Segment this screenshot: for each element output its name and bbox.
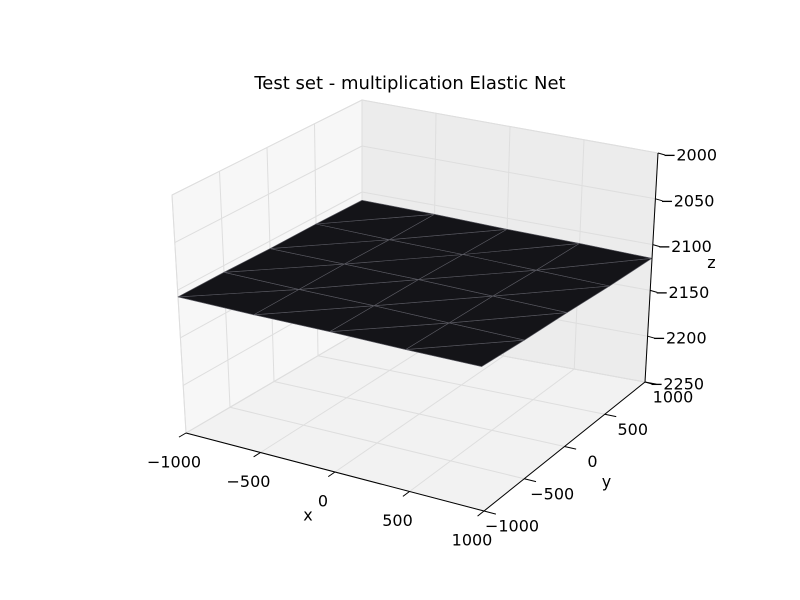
y-axis-label: y: [602, 472, 611, 491]
surface-facet: [315, 200, 435, 225]
z-tick-label: −2050: [660, 191, 714, 210]
y-tick-label: −500: [530, 484, 574, 503]
z-axis-line: [644, 152, 659, 383]
tick-mark: [657, 152, 666, 156]
tick-mark: [604, 413, 617, 418]
grid-line: [361, 191, 653, 246]
z-axis-label: z: [707, 253, 715, 272]
grid-line: [361, 99, 659, 154]
surface-facet: [389, 214, 508, 240]
y-tick-label: 500: [617, 420, 648, 439]
z-tick-label: −2150: [655, 283, 709, 302]
grid-line: [185, 329, 363, 434]
x-tick-label: −500: [227, 472, 271, 491]
grid-line: [273, 381, 565, 447]
grid-line: [361, 145, 656, 200]
chart-title: Test set - multiplication Elastic Net: [253, 73, 565, 94]
tick-mark: [327, 471, 336, 478]
tick-mark: [655, 198, 663, 202]
tick-mark: [647, 335, 655, 339]
tick-mark: [402, 491, 410, 497]
tick-mark: [650, 289, 658, 293]
tick-mark: [524, 478, 537, 483]
tick-mark: [178, 432, 187, 438]
y-tick-label: 1000: [653, 388, 694, 407]
x-tick-label: 0: [318, 492, 328, 511]
surface-facet: [535, 243, 653, 271]
grid-line: [171, 99, 363, 196]
grid-line: [171, 194, 187, 434]
grid-line: [177, 191, 363, 291]
z-tick-label: −2000: [663, 146, 717, 165]
tick-mark: [644, 381, 653, 385]
grid-line: [317, 355, 605, 415]
z-tick-label: −2250: [650, 375, 704, 394]
y-tick-label: −1000: [485, 517, 539, 536]
x-axis-label: x: [303, 506, 312, 525]
z-tick-label: −2200: [653, 329, 707, 348]
x-tick-label: 1000: [452, 531, 493, 550]
surface-facet: [462, 229, 580, 255]
tick-mark: [483, 510, 497, 515]
tick-mark: [652, 244, 660, 248]
x-tick-label: −1000: [147, 453, 201, 472]
tick-mark: [477, 510, 485, 517]
z-tick-label: −2100: [658, 237, 712, 256]
y-tick-label: 0: [587, 452, 597, 471]
grid-line: [229, 406, 525, 480]
x-tick-label: 500: [382, 511, 413, 530]
grid-line: [174, 145, 363, 244]
tick-mark: [253, 452, 261, 458]
tick-mark: [564, 446, 577, 450]
